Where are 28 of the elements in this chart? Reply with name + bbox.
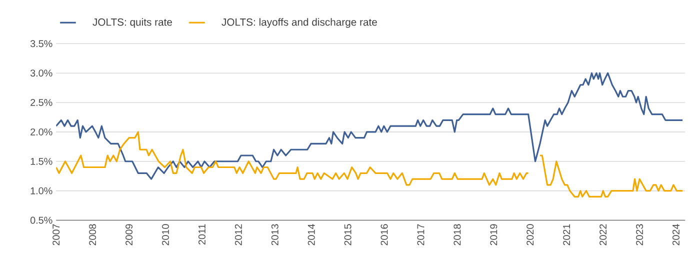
x-tick-label: 2010 — [162, 224, 169, 246]
x-tick-label: 2008 — [89, 224, 96, 246]
y-tick-label: 3.5% — [30, 40, 52, 48]
legend-label: JOLTS: layoffs and discharge rate — [222, 18, 377, 28]
y-tick-label: 0.5% — [30, 216, 52, 224]
x-tick-label: 2011 — [198, 224, 206, 245]
x-tick-label: 2019 — [490, 224, 498, 246]
x-tick-label: 2023 — [636, 224, 644, 246]
x-tick-label: 2014 — [308, 224, 315, 246]
x-tick-label: 2024 — [672, 224, 680, 246]
x-tick-label: 2022 — [600, 224, 607, 246]
legend-label: JOLTS: quits rate — [92, 18, 172, 28]
x-tick-label: 2009 — [126, 224, 133, 246]
y-tick-label: 1.5% — [30, 158, 52, 165]
x-tick-label: 2013 — [271, 224, 278, 246]
x-tick-label: 2021 — [563, 224, 570, 246]
x-tick-label: 2017 — [417, 224, 424, 246]
x-tick-label: 2016 — [380, 224, 388, 246]
x-tick-label: 2007 — [52, 224, 60, 246]
line-series — [56, 72, 684, 180]
y-tick-label: 2.0% — [30, 128, 52, 136]
x-tick-label: 2020 — [526, 224, 534, 246]
x-tick-label: 2018 — [454, 224, 461, 246]
y-tick-label: 2.5% — [30, 99, 52, 106]
x-tick-label: 2015 — [344, 224, 352, 246]
x-tick-label: 2012 — [234, 224, 242, 246]
y-tick-label: 3.0% — [30, 70, 52, 77]
y-tick-label: 1.0% — [30, 187, 52, 194]
